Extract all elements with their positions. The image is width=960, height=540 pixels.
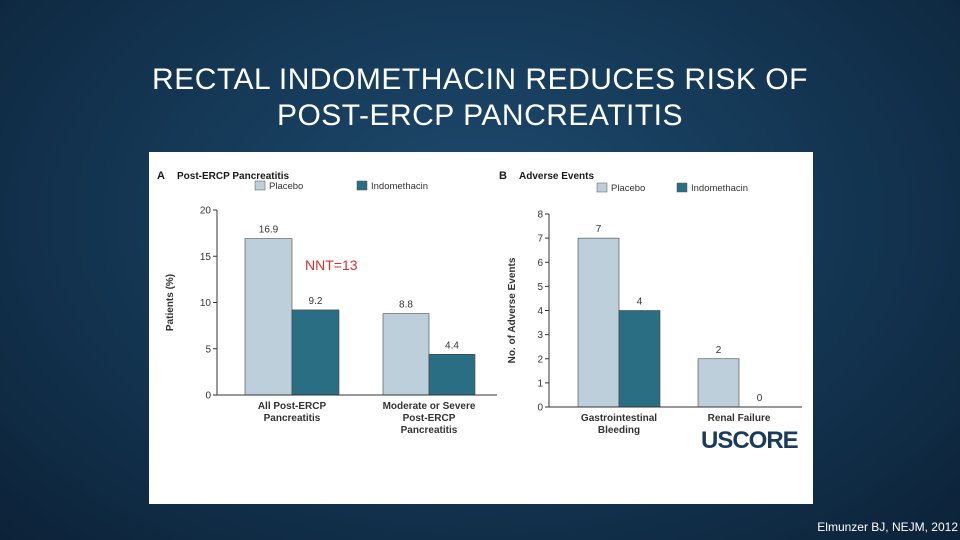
panel-b-y-tick-label: 3 (537, 330, 543, 341)
panel-a-category-label-0-0: All Post-ERCP (258, 401, 327, 412)
logo-us-text: USC (701, 427, 750, 454)
panel-a-category-label-1-0: Moderate or Severe (383, 401, 476, 412)
panel-b-y-tick-label: 7 (537, 234, 543, 245)
panel-b-bar-placebo-0 (577, 237, 620, 408)
panel-b-y-tick-label: 5 (537, 282, 543, 293)
panel-b-category-label-0-0: Gastrointestinal (581, 413, 657, 424)
panel-b-y-tick-label: 6 (537, 258, 543, 269)
panel-b-data-label-placebo-0: 7 (596, 224, 602, 235)
panel-a-y-tick-label: 5 (205, 344, 211, 355)
slide-title-line-2: POST-ERCP PANCREATITIS (276, 99, 684, 132)
panel-a-y-tick-label: 15 (200, 252, 212, 263)
panel-b-category-label-1-0: Renal Failure (708, 413, 771, 424)
panel-a-bar-placebo-1 (382, 313, 430, 396)
panel-b-y-tick-label: 8 (537, 210, 543, 221)
panel-a-legend-label-indomethacin: Indomethacin (371, 181, 428, 192)
panel-a-legend-swatch-indomethacin (356, 180, 368, 191)
panel-a-category-label-1-1: Post-ERCP (403, 413, 456, 424)
panel-a-y-tick-label: 20 (200, 206, 212, 217)
panel-a-bar-indomethacin-0 (291, 309, 340, 396)
panel-b-y-tick-label: 2 (537, 354, 543, 365)
slide-title: RECTAL INDOMETHACIN REDUCES RISK OF POST… (60, 62, 900, 134)
panel-b-y-tick-label: 0 (537, 403, 543, 414)
panel-b-legend-swatch-indomethacin (676, 182, 688, 193)
panel-b-category-label-0-1: Bleeding (598, 425, 640, 436)
panel-a-y-tick-label: 0 (205, 391, 211, 402)
panel-a-data-label-placebo-1: 8.8 (399, 300, 413, 311)
panel-a-category-label-0-1: Pancreatitis (264, 413, 321, 424)
panel-b-y-label: No. of Adverse Events (507, 257, 518, 363)
panel-a-data-label-indomethacin-1: 4.4 (445, 340, 459, 351)
figure-panel: A Post-ERCP Pancreatitis Placebo Indomethac… (149, 152, 813, 504)
panel-b-y-tick-label: 1 (537, 378, 543, 389)
panel-a-letter: A (157, 170, 165, 182)
slide-title-line-1: RECTAL INDOMETHACIN REDUCES RISK OF (152, 63, 808, 96)
panel-a-title: Post-ERCP Pancreatitis (177, 171, 290, 182)
panel-a-bar-indomethacin-1 (428, 354, 476, 396)
panel-b-title: Adverse Events (519, 171, 594, 182)
panel-b-letter: B (499, 170, 507, 182)
panel-b-bar-placebo-1 (697, 358, 740, 408)
panel-a-legend-label-placebo: Placebo (269, 181, 303, 192)
panel-a-y-tick-label: 10 (200, 298, 212, 309)
panel-a-bar-placebo-0 (244, 238, 293, 396)
panel-b-legend-swatch-placebo (596, 182, 608, 193)
panel-b-data-label-placebo-1: 2 (716, 345, 722, 356)
panel-a-nnt-annotation: NNT=13 (305, 257, 358, 273)
panel-b-legend-label-indomethacin: Indomethacin (691, 183, 748, 194)
logo-core-text: ORE (748, 427, 799, 454)
uscore-logo: USCORE (701, 427, 799, 455)
panel-a-data-label-placebo-0: 16.9 (259, 225, 279, 236)
panel-a-data-label-indomethacin-0: 9.2 (309, 296, 323, 307)
panel-b-data-label-indomethacin-1: 0 (757, 393, 763, 404)
panel-a-category-label-1-2: Pancreatitis (401, 425, 458, 436)
panel-b-y-tick-label: 4 (537, 306, 543, 317)
panel-b-bar-indomethacin-0 (618, 310, 661, 408)
panel-b-data-label-indomethacin-0: 4 (637, 297, 643, 308)
panel-b-legend-label-placebo: Placebo (611, 183, 645, 194)
panel-a-legend-swatch-placebo (254, 180, 266, 191)
citation: Elmunzer BJ, NEJM, 2012 (817, 520, 958, 534)
panel-a-y-label: Patients (%) (165, 274, 176, 331)
